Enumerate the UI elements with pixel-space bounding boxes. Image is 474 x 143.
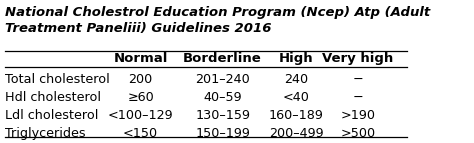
Text: High: High [279, 52, 314, 65]
Text: −: − [353, 73, 363, 86]
Text: Hdl cholesterol: Hdl cholesterol [6, 91, 101, 104]
Text: >190: >190 [340, 109, 375, 122]
Text: 240: 240 [284, 73, 309, 86]
Text: Triglycerides: Triglycerides [6, 127, 86, 140]
Text: Borderline: Borderline [183, 52, 262, 65]
Text: Ldl cholesterol: Ldl cholesterol [6, 109, 99, 122]
Text: 40–59: 40–59 [203, 91, 242, 104]
Text: <40: <40 [283, 91, 310, 104]
Text: ≥60: ≥60 [128, 91, 154, 104]
Text: Very high: Very high [322, 52, 393, 65]
Text: 130–159: 130–159 [195, 109, 250, 122]
Text: Normal: Normal [113, 52, 168, 65]
Text: <100–129: <100–129 [108, 109, 173, 122]
Text: >500: >500 [340, 127, 375, 140]
Text: 200–499: 200–499 [269, 127, 324, 140]
Text: 200: 200 [128, 73, 153, 86]
Text: 160–189: 160–189 [269, 109, 324, 122]
Text: <150: <150 [123, 127, 158, 140]
Text: 150–199: 150–199 [195, 127, 250, 140]
Text: −: − [353, 91, 363, 104]
Text: 201–240: 201–240 [195, 73, 250, 86]
Text: National Cholestrol Education Program (Ncep) Atp (Adult
Treatment Paneliii) Guid: National Cholestrol Education Program (N… [6, 6, 431, 35]
Text: Total cholesterol: Total cholesterol [6, 73, 110, 86]
